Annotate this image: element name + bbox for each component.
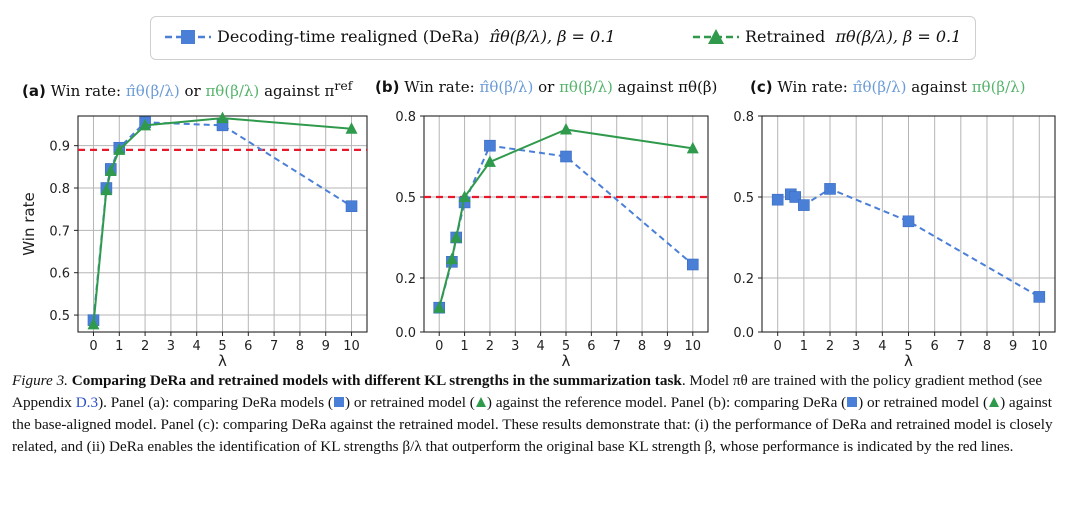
x-tick-label: 7 bbox=[270, 339, 278, 354]
x-tick-label: 8 bbox=[296, 339, 304, 354]
caption-text-6: ) against the base-aligned model. Panel … bbox=[12, 394, 1053, 455]
dera-point bbox=[686, 258, 699, 271]
x-tick-label: 2 bbox=[486, 339, 494, 354]
x-axis-label: λ bbox=[562, 352, 571, 370]
legend: Decoding-time realigned (DeRa) π̂θ(β/λ),… bbox=[150, 16, 976, 60]
caption-text-3: ) or retrained model ( bbox=[344, 394, 475, 411]
y-tick-label: 0.0 bbox=[395, 326, 416, 341]
x-tick-label: 5 bbox=[218, 339, 226, 354]
x-tick-label: 10 bbox=[1031, 339, 1048, 354]
x-axis-label: λ bbox=[218, 352, 227, 370]
x-tick-label: 10 bbox=[685, 339, 702, 354]
x-tick-label: 6 bbox=[931, 339, 939, 354]
x-tick-label: 9 bbox=[663, 339, 671, 354]
chart-panel-a: 0 1 2 3 4 5 6 7 8 9 10 0.5 0.6 0.7 0.8 0.9 λ Win rate bbox=[20, 111, 368, 370]
dera-point bbox=[824, 183, 836, 195]
x-tick-label: 10 bbox=[343, 339, 360, 354]
retrained-point bbox=[483, 155, 496, 167]
y-tick-label: 0.9 bbox=[49, 140, 70, 155]
appendix-link[interactable]: D.3 bbox=[75, 394, 99, 411]
dera-point bbox=[771, 193, 784, 206]
x-tick-label: 4 bbox=[878, 339, 886, 354]
y-tick-label: 0.2 bbox=[395, 272, 416, 287]
x-tick-label: 2 bbox=[141, 339, 149, 354]
retrained-point bbox=[458, 190, 471, 202]
panel-a-title: (a) Win rate: π̂θ(β/λ) or πθ(β/λ) agains… bbox=[22, 78, 353, 100]
y-tick-label: 0.8 bbox=[49, 182, 70, 197]
y-tick-label: 0.7 bbox=[49, 224, 70, 239]
retrained-point bbox=[345, 122, 358, 134]
y-tick-label: 0.8 bbox=[395, 110, 416, 125]
x-tick-label: 7 bbox=[957, 339, 965, 354]
caption-text-4: ) against the reference model. Panel (b)… bbox=[486, 394, 847, 411]
blue-square-icon bbox=[333, 397, 344, 407]
retrained-point bbox=[113, 143, 126, 155]
chart-panel-c: 0 1 2 3 4 5 6 7 8 9 10 0.0 0.2 0.5 0.8 λ bbox=[733, 110, 1056, 370]
retrained-point bbox=[216, 111, 229, 124]
x-tick-label: 4 bbox=[193, 339, 201, 354]
dera-point bbox=[789, 191, 802, 203]
retrained-point bbox=[433, 301, 446, 313]
retrained-point bbox=[87, 317, 100, 330]
retrained-point bbox=[686, 141, 699, 154]
x-tick-label: 3 bbox=[511, 339, 519, 354]
retrained-point bbox=[445, 252, 458, 265]
x-tick-label: 4 bbox=[537, 339, 545, 354]
legend-dera-label: Decoding-time realigned (DeRa) π̂θ(β/λ),… bbox=[217, 27, 616, 46]
y-tick-label: 0.5 bbox=[49, 309, 70, 324]
legend-retrained-symbol bbox=[693, 29, 739, 44]
y-tick-label: 0.2 bbox=[733, 272, 754, 287]
y-tick-label: 0.6 bbox=[49, 267, 70, 282]
y-tick-label: 0.5 bbox=[395, 191, 416, 206]
retrained-point bbox=[560, 123, 572, 135]
y-tick-label: 0.0 bbox=[733, 326, 754, 341]
chart-panel-b: 0 1 2 3 4 5 6 7 8 9 10 0.0 0.2 0.5 0.8 λ bbox=[395, 110, 709, 370]
x-tick-label: 3 bbox=[852, 339, 860, 354]
dera-point bbox=[902, 215, 915, 228]
x-tick-label: 9 bbox=[322, 339, 330, 354]
dera-point bbox=[798, 199, 810, 211]
figure-caption: Figure 3. Comparing DeRa and retrained m… bbox=[12, 370, 1070, 458]
x-tick-label: 8 bbox=[638, 339, 646, 354]
x-tick-label: 0 bbox=[89, 339, 97, 354]
dera-point bbox=[1033, 291, 1046, 303]
retrained-point bbox=[450, 231, 463, 243]
y-axis-label: Win rate bbox=[20, 192, 38, 255]
green-triangle-icon bbox=[989, 397, 1000, 407]
dera-point bbox=[484, 139, 496, 152]
caption-bold-title: Comparing DeRa and retrained models with… bbox=[71, 372, 682, 389]
caption-text-1: . Model πθ are trained with the policy g… bbox=[12, 372, 1043, 411]
x-tick-label: 9 bbox=[1009, 339, 1017, 354]
caption-figure-label: Figure 3. bbox=[12, 372, 68, 389]
x-tick-label: 6 bbox=[244, 339, 252, 354]
x-tick-label: 8 bbox=[983, 339, 991, 354]
legend-retrained-label: Retrained πθ(β/λ), β = 0.1 bbox=[745, 27, 962, 46]
x-tick-label: 7 bbox=[613, 339, 621, 354]
retrained-point bbox=[100, 183, 113, 196]
caption-text-2: ). Panel (a): comparing DeRa models ( bbox=[98, 394, 333, 411]
x-tick-label: 5 bbox=[904, 339, 912, 354]
blue-square-icon bbox=[847, 397, 858, 407]
y-tick-label: 0.5 bbox=[733, 191, 754, 206]
x-tick-label: 2 bbox=[826, 339, 834, 354]
retrained-point bbox=[104, 164, 117, 177]
x-tick-label: 1 bbox=[800, 339, 808, 354]
x-tick-label: 0 bbox=[435, 339, 443, 354]
legend-dera-symbol bbox=[165, 30, 211, 44]
x-tick-label: 3 bbox=[167, 339, 175, 354]
panel-c-title: (c) Win rate: π̂θ(β/λ) against πθ(β/λ) bbox=[750, 78, 1026, 96]
caption-text-5: ) or retrained model ( bbox=[858, 394, 989, 411]
dera-point bbox=[560, 150, 572, 163]
x-tick-label: 5 bbox=[562, 339, 570, 354]
x-tick-label: 1 bbox=[115, 339, 123, 354]
retrained-point bbox=[139, 118, 152, 131]
dera-point bbox=[345, 200, 358, 213]
panel-b-title: (b) Win rate: π̂θ(β/λ) or πθ(β/λ) agains… bbox=[375, 78, 718, 96]
x-tick-label: 0 bbox=[774, 339, 782, 354]
x-tick-label: 1 bbox=[460, 339, 468, 354]
x-tick-label: 6 bbox=[587, 339, 595, 354]
x-axis-label: λ bbox=[904, 352, 913, 370]
green-triangle-icon bbox=[475, 397, 486, 407]
y-tick-label: 0.8 bbox=[733, 110, 754, 125]
